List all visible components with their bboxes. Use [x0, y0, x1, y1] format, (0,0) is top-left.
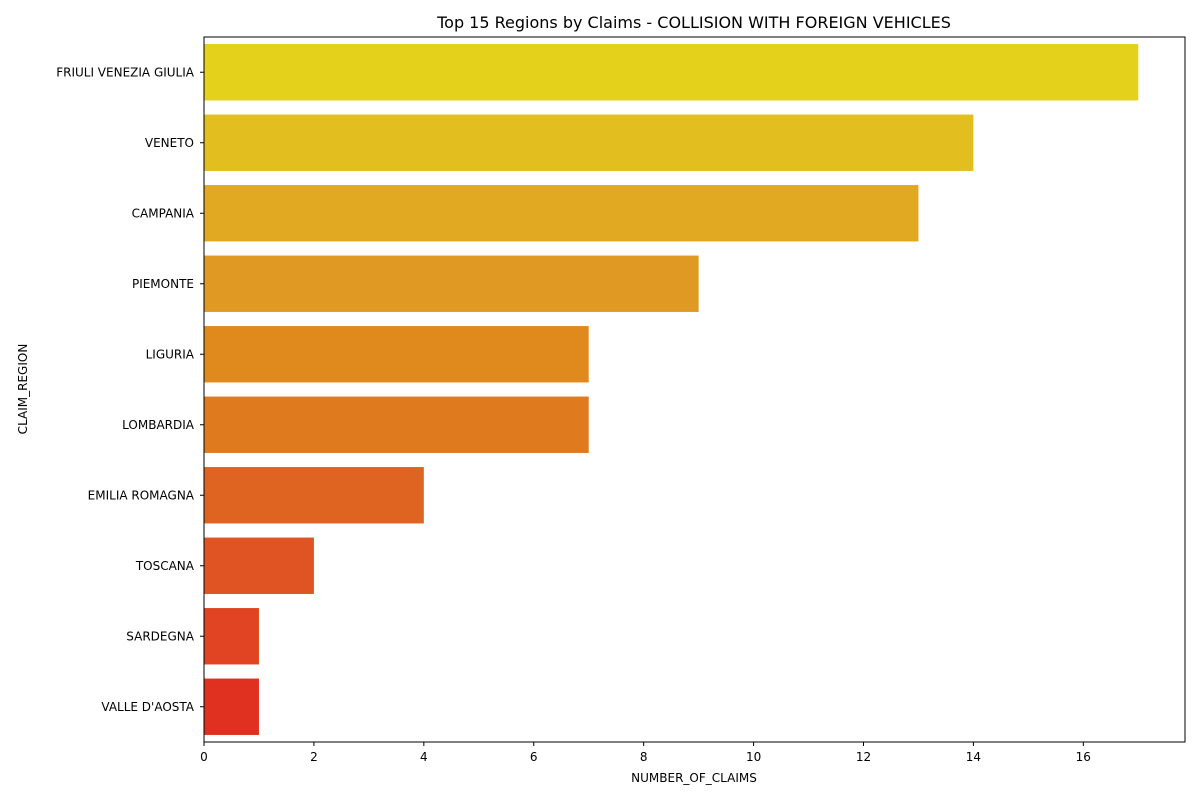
y-tick-label: CAMPANIA — [132, 206, 195, 220]
bar — [204, 537, 314, 594]
bar — [204, 396, 589, 453]
x-axis-ticks: 0 2 4 6 8 10 12 14 16 — [200, 742, 1091, 764]
y-tick-label: LIGURIA — [146, 347, 195, 361]
y-tick-labels: FRIULI VENEZIA GIULIA VENETO CAMPANIA PIEMO… — [56, 65, 204, 714]
x-tick-label: 6 — [530, 750, 538, 764]
x-tick-label: 16 — [1076, 750, 1091, 764]
bar — [204, 467, 424, 524]
y-tick-label: EMILIA ROMAGNA — [88, 488, 195, 502]
bar — [204, 185, 919, 242]
x-axis-label: NUMBER_OF_CLAIMS — [631, 771, 757, 785]
y-tick-label: SARDEGNA — [126, 629, 194, 643]
x-tick-label: 4 — [420, 750, 428, 764]
x-tick-label: 10 — [746, 750, 761, 764]
y-tick-label: VALLE D'AOSTA — [101, 700, 194, 714]
y-axis-label: CLAIM_REGION — [16, 344, 30, 435]
x-tick-label: 12 — [856, 750, 871, 764]
y-tick-label: FRIULI VENEZIA GIULIA — [56, 65, 195, 79]
x-tick-label: 14 — [966, 750, 981, 764]
bar — [204, 255, 699, 312]
chart-title: Top 15 Regions by Claims - COLLISION WIT… — [436, 13, 951, 32]
bar — [204, 326, 589, 383]
plot-frame — [203, 36, 1186, 743]
bar — [204, 678, 259, 735]
x-tick-label: 0 — [200, 750, 208, 764]
y-tick-label: VENETO — [145, 136, 194, 150]
x-tick-label: 8 — [640, 750, 648, 764]
y-tick-label: TOSCANA — [135, 559, 195, 573]
bar — [204, 114, 974, 171]
bars-group — [204, 44, 1139, 735]
y-tick-label: LOMBARDIA — [122, 418, 195, 432]
bar — [204, 608, 259, 665]
y-tick-label: PIEMONTE — [132, 277, 194, 291]
x-tick-label: 2 — [310, 750, 318, 764]
bar — [204, 44, 1139, 101]
